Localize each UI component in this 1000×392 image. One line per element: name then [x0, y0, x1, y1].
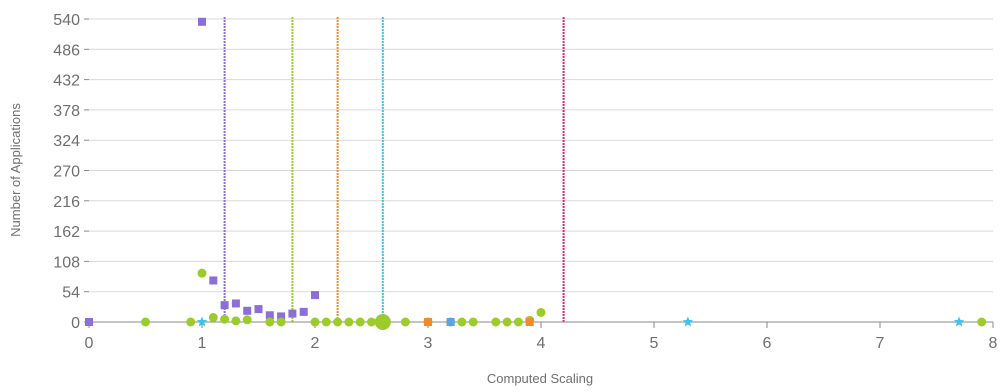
- data-point-circle: [457, 317, 467, 327]
- data-point-circle: [355, 317, 365, 327]
- y-tick-label: 270: [53, 164, 80, 181]
- data-point-circle: [536, 307, 546, 317]
- x-axis-title: Computed Scaling: [487, 371, 593, 386]
- data-point-circle: [276, 317, 286, 327]
- data-point-circle: [231, 316, 241, 326]
- data-point-square: [277, 312, 286, 321]
- data-point-circle: [242, 315, 252, 325]
- data-point-star: [196, 316, 208, 327]
- data-point-square: [254, 305, 263, 314]
- x-tick-label: 5: [650, 335, 659, 352]
- x-tick-label: 3: [424, 335, 433, 352]
- x-tick-label: 6: [763, 335, 772, 352]
- data-point-square: [424, 318, 432, 326]
- data-point-square: [209, 276, 218, 285]
- data-point-circle: [265, 317, 275, 327]
- data-point-circle: [344, 317, 354, 327]
- y-axis-title: Number of Applications: [8, 103, 23, 237]
- y-tick-label: 216: [53, 194, 80, 211]
- data-point-square: [220, 301, 229, 310]
- data-point-square: [525, 318, 534, 326]
- data-point-square: [231, 299, 240, 308]
- x-tick-label: 8: [989, 335, 998, 352]
- data-point-circle: [333, 317, 343, 327]
- data-point-circle: [367, 317, 376, 327]
- data-point-circle: [491, 317, 501, 327]
- y-tick-label: 162: [53, 224, 80, 241]
- y-tick-label: 540: [53, 12, 80, 29]
- x-tick-label: 2: [311, 335, 320, 352]
- y-tick-label: 378: [53, 103, 80, 120]
- data-point-circle: [220, 314, 230, 324]
- data-point-square: [288, 309, 297, 318]
- data-point-circle: [374, 314, 391, 330]
- data-point-square: [446, 318, 455, 326]
- x-tick-label: 1: [198, 335, 207, 352]
- y-tick-label: 486: [53, 42, 80, 59]
- y-tick-label: 54: [62, 285, 80, 302]
- data-point-square: [299, 307, 308, 316]
- data-point-star: [953, 316, 965, 327]
- data-point-circle: [197, 268, 207, 278]
- axes: [84, 18, 994, 328]
- data-points: [85, 17, 987, 330]
- y-tick-label: 432: [53, 73, 80, 90]
- data-point-circle: [310, 317, 320, 327]
- data-point-circle: [400, 317, 410, 327]
- x-tick-label: 4: [537, 335, 546, 352]
- data-point-square: [265, 311, 274, 320]
- data-point-square: [243, 306, 252, 315]
- grid-lines: [89, 18, 993, 293]
- x-tick-label: 7: [876, 335, 885, 352]
- tick-labels: 0 54 108 162 216 270 324 378 432 486 540 0 1 2 3 4 5 6 7 8: [53, 12, 997, 352]
- y-tick-label: 0: [71, 315, 80, 332]
- data-point-square: [311, 291, 319, 300]
- data-point-star: [682, 316, 694, 327]
- data-point-circle: [186, 317, 196, 327]
- data-point-square: [198, 17, 206, 26]
- data-point-circle: [468, 317, 478, 327]
- y-tick-label: 108: [53, 254, 80, 271]
- data-point-circle: [208, 313, 218, 323]
- data-point-square: [85, 318, 93, 326]
- data-point-circle: [502, 317, 512, 327]
- data-point-circle: [141, 317, 150, 327]
- reference-lines: [223, 17, 565, 322]
- data-point-circle: [513, 317, 523, 327]
- y-tick-label: 324: [53, 133, 80, 150]
- data-point-circle: [977, 317, 987, 327]
- data-point-circle: [321, 317, 331, 327]
- x-tick-label: 0: [85, 335, 94, 352]
